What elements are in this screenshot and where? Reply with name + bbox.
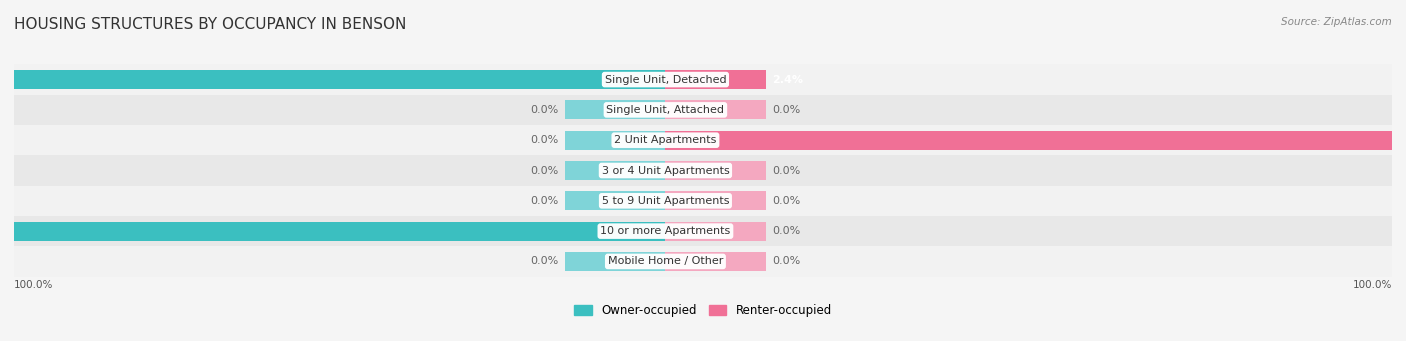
Text: 3 or 4 Unit Apartments: 3 or 4 Unit Apartments bbox=[602, 165, 730, 176]
Bar bbox=[665, 222, 766, 240]
Text: 0.0%: 0.0% bbox=[530, 256, 560, 266]
Text: 0.0%: 0.0% bbox=[530, 196, 560, 206]
Text: 10 or more Apartments: 10 or more Apartments bbox=[600, 226, 731, 236]
Bar bbox=[14, 155, 1392, 186]
Text: 0.0%: 0.0% bbox=[772, 256, 800, 266]
Bar bbox=[0, 70, 665, 89]
Text: 5 to 9 Unit Apartments: 5 to 9 Unit Apartments bbox=[602, 196, 730, 206]
Bar bbox=[14, 95, 1392, 125]
Text: 0.0%: 0.0% bbox=[772, 196, 800, 206]
Bar bbox=[14, 246, 1392, 277]
Text: 0.0%: 0.0% bbox=[530, 105, 560, 115]
Bar bbox=[565, 131, 665, 150]
Bar bbox=[565, 101, 665, 119]
Bar bbox=[665, 101, 766, 119]
Text: Single Unit, Attached: Single Unit, Attached bbox=[606, 105, 724, 115]
Text: 0.0%: 0.0% bbox=[772, 226, 800, 236]
Text: 100.0%: 100.0% bbox=[14, 280, 53, 290]
Text: 0.0%: 0.0% bbox=[530, 135, 560, 145]
Bar bbox=[665, 161, 766, 180]
Text: Single Unit, Detached: Single Unit, Detached bbox=[605, 75, 727, 85]
Legend: Owner-occupied, Renter-occupied: Owner-occupied, Renter-occupied bbox=[569, 299, 837, 322]
Bar bbox=[565, 252, 665, 271]
Text: 2.4%: 2.4% bbox=[772, 75, 803, 85]
Bar bbox=[665, 70, 766, 89]
Text: Source: ZipAtlas.com: Source: ZipAtlas.com bbox=[1281, 17, 1392, 27]
Bar bbox=[14, 216, 1392, 246]
Bar bbox=[14, 64, 1392, 95]
Text: HOUSING STRUCTURES BY OCCUPANCY IN BENSON: HOUSING STRUCTURES BY OCCUPANCY IN BENSO… bbox=[14, 17, 406, 32]
Text: 0.0%: 0.0% bbox=[530, 165, 560, 176]
Bar bbox=[665, 191, 766, 210]
Bar bbox=[565, 191, 665, 210]
Bar bbox=[14, 186, 1392, 216]
Text: 0.0%: 0.0% bbox=[772, 165, 800, 176]
Text: 2 Unit Apartments: 2 Unit Apartments bbox=[614, 135, 717, 145]
Bar bbox=[665, 131, 1406, 150]
Text: 100.0%: 100.0% bbox=[1353, 280, 1392, 290]
Bar bbox=[14, 125, 1392, 155]
Bar bbox=[665, 252, 766, 271]
Text: Mobile Home / Other: Mobile Home / Other bbox=[607, 256, 723, 266]
Bar bbox=[565, 161, 665, 180]
Text: 0.0%: 0.0% bbox=[772, 105, 800, 115]
Bar bbox=[0, 222, 665, 240]
